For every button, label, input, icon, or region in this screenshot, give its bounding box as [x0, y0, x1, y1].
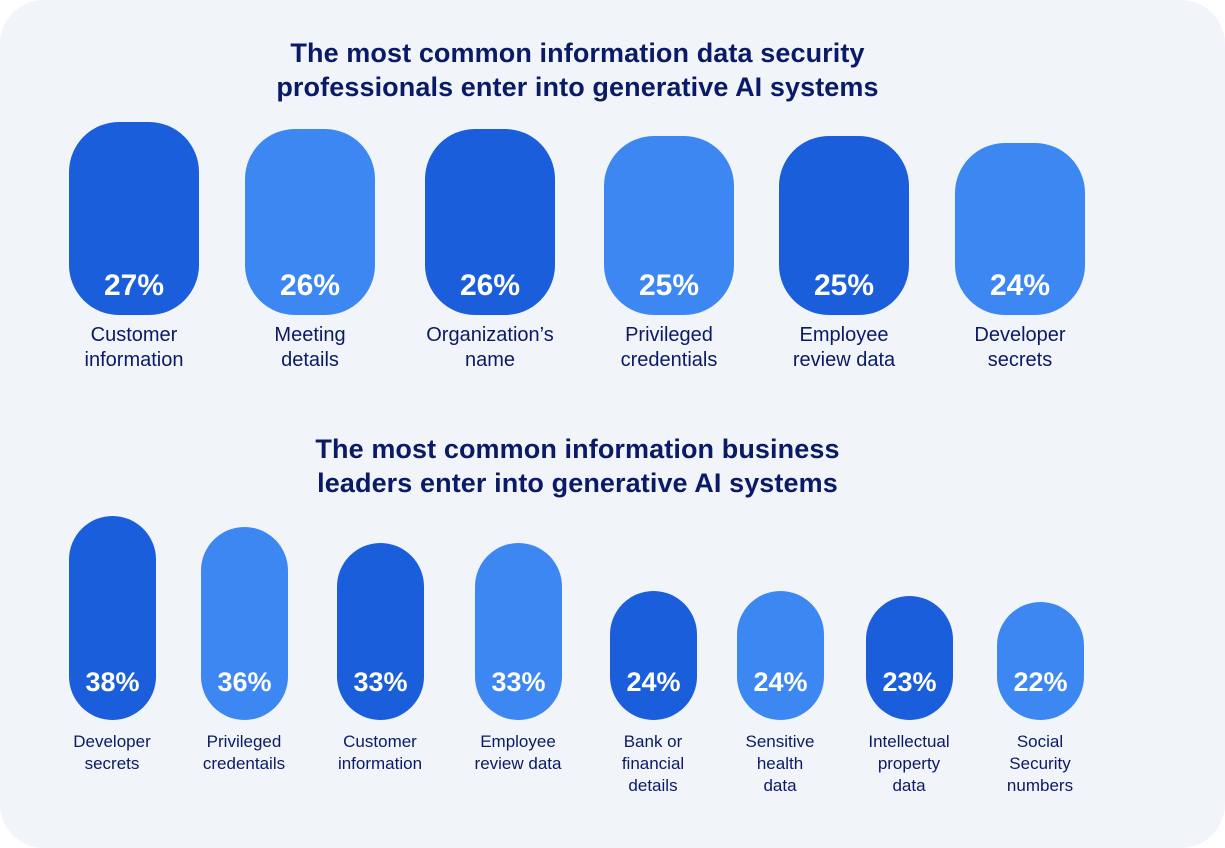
category-label: Bank or financial details — [621, 732, 685, 795]
bar: 26% — [425, 129, 555, 315]
category-label: Organization’s name — [426, 324, 554, 371]
bar: 22% — [997, 602, 1084, 720]
bar-value-label: 33% — [491, 667, 546, 697]
bar-value-label: 26% — [279, 269, 341, 302]
bar-value-label: 38% — [85, 667, 140, 697]
title-line: professionals enter into generative AI s… — [276, 72, 879, 102]
bar-value-label: 22% — [1013, 667, 1068, 697]
bar-value-label: 36% — [217, 667, 272, 697]
bar-value-label: 27% — [103, 269, 165, 302]
bar: 26% — [245, 129, 375, 315]
bar: 38% — [69, 516, 156, 720]
bar-value-label: 25% — [638, 269, 700, 302]
category-label: Employee review data — [792, 324, 896, 371]
category-label: Intellectual property data — [868, 732, 950, 795]
bar-value-label: 23% — [882, 667, 937, 697]
category-label: Customer information — [337, 732, 423, 773]
bar-value-label: 24% — [626, 667, 681, 697]
bar-value-label: 24% — [753, 667, 808, 697]
category-label: Privileged credentails — [202, 732, 286, 773]
bar: 24% — [955, 143, 1085, 315]
title-line: The most common information data securit… — [290, 38, 865, 68]
bar: 25% — [604, 136, 734, 315]
chart-title: The most common information data securit… — [0, 36, 1155, 104]
category-label: Sensitive health data — [745, 732, 815, 795]
bar: 27% — [69, 122, 199, 315]
category-label: Customer information — [84, 324, 184, 371]
bar-value-label: 26% — [459, 269, 521, 302]
category-label: Privileged credentials — [620, 324, 718, 371]
bar-value-label: 25% — [813, 269, 875, 302]
chart-title: The most common information business lea… — [0, 432, 1155, 500]
bar: 25% — [779, 136, 909, 315]
bar: 24% — [610, 591, 697, 720]
bar-value-label: 24% — [989, 269, 1051, 302]
category-label: Meeting details — [274, 324, 346, 371]
title-line: leaders enter into generative AI systems — [317, 468, 838, 498]
category-label: Developer secrets — [974, 324, 1066, 371]
bar: 24% — [737, 591, 824, 720]
category-label: Developer secrets — [73, 732, 151, 773]
bar-value-label: 33% — [353, 667, 408, 697]
title-line: The most common information business — [315, 434, 840, 464]
bar: 33% — [475, 543, 562, 720]
bar: 36% — [201, 527, 288, 720]
category-label: Social Security numbers — [1006, 732, 1074, 795]
category-label: Employee review data — [474, 732, 562, 773]
bar: 23% — [866, 596, 953, 720]
bar: 33% — [337, 543, 424, 720]
